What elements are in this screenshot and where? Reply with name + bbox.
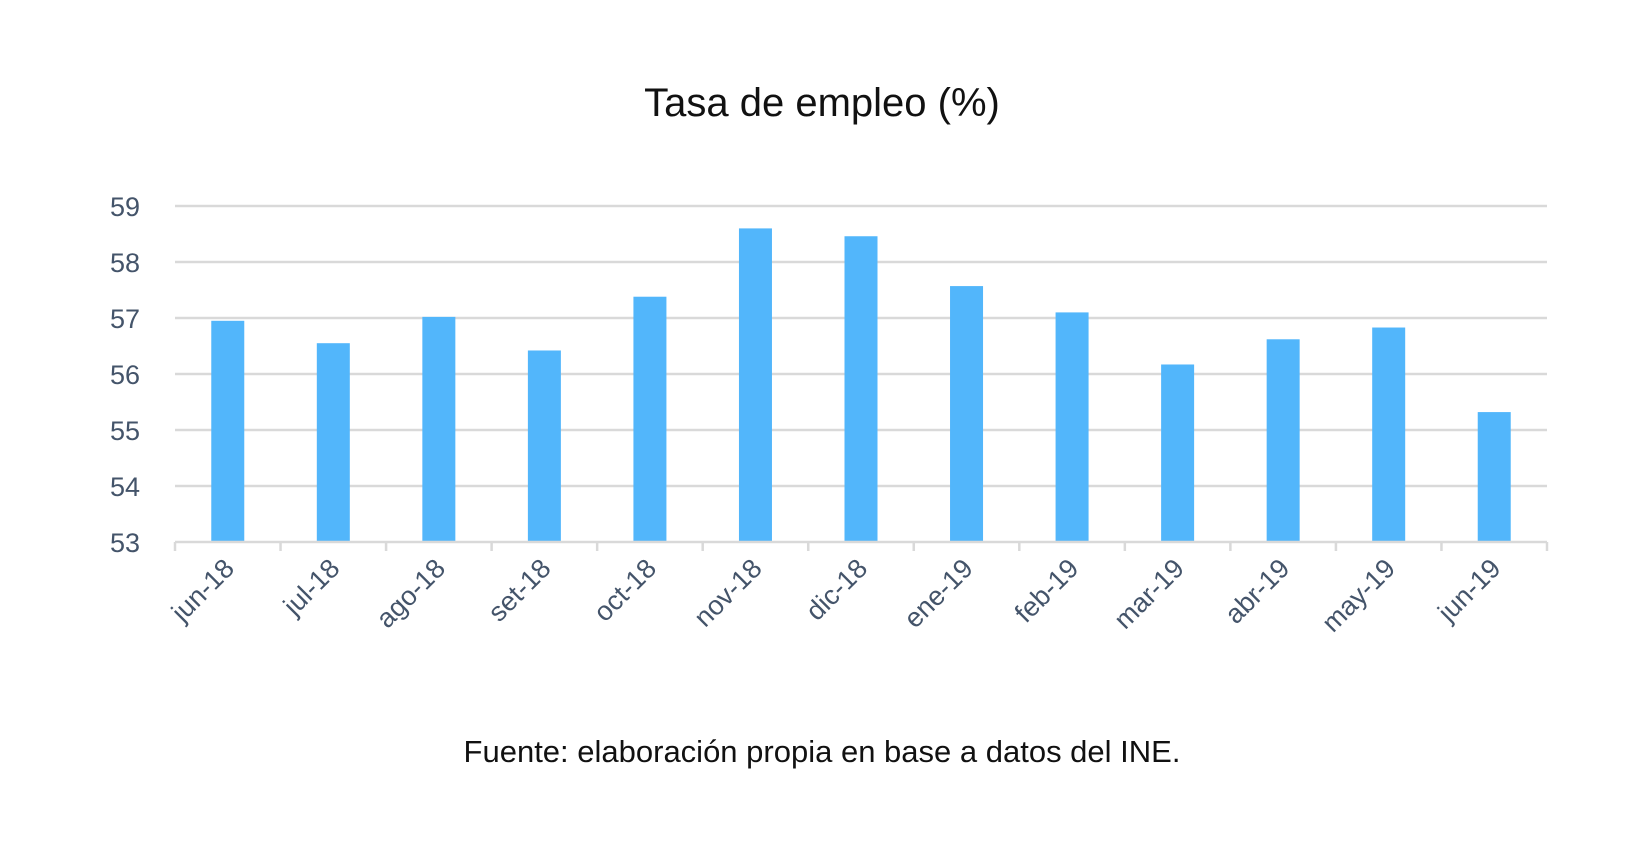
x-axis xyxy=(173,540,1549,551)
y-tick-label: 59 xyxy=(110,192,140,222)
x-tick-label: set-18 xyxy=(482,553,556,627)
bar-mar-19 xyxy=(1161,364,1195,542)
y-tick-label: 56 xyxy=(110,360,140,390)
x-tick-label: abr-19 xyxy=(1219,553,1295,629)
x-axis-tick-labels: jun-18 jul-18 ago-18 set-18 oct-18 nov-18 dic-… xyxy=(165,553,1506,638)
x-tick-label: jun-18 xyxy=(165,553,240,628)
bar-set-18 xyxy=(527,350,561,542)
x-tick-label: dic-18 xyxy=(800,553,873,626)
bar-abr-19 xyxy=(1266,339,1300,542)
bar-jul-18 xyxy=(316,343,350,542)
bar-nov-18 xyxy=(738,228,772,542)
x-tick-label: nov-18 xyxy=(688,553,768,633)
chart-title: Tasa de empleo (%) xyxy=(644,81,1000,125)
bar-oct-18 xyxy=(633,296,667,542)
y-tick-label: 55 xyxy=(110,416,140,446)
y-tick-label: 54 xyxy=(110,472,140,502)
y-tick-label: 57 xyxy=(110,304,140,334)
bar-jun-18 xyxy=(211,320,245,542)
y-tick-label: 53 xyxy=(110,528,140,558)
y-tick-label: 58 xyxy=(110,248,140,278)
bar-ene-19 xyxy=(950,286,984,542)
bar-jun-19 xyxy=(1477,412,1511,542)
x-tick-label: jul-18 xyxy=(277,553,346,622)
x-tick-label: jun-19 xyxy=(1431,553,1506,628)
bar-dic-18 xyxy=(844,236,878,543)
x-tick-label: oct-18 xyxy=(588,553,662,627)
x-tick-label: ago-18 xyxy=(370,553,451,634)
x-tick-label: may-19 xyxy=(1316,553,1401,638)
bar-may-19 xyxy=(1372,327,1406,542)
bar-feb-19 xyxy=(1055,312,1089,542)
source-note: Fuente: elaboración propia en base a dat… xyxy=(464,734,1181,769)
bar-ago-18 xyxy=(422,316,456,542)
bars xyxy=(211,228,1511,543)
x-tick-label: ene-19 xyxy=(898,553,979,634)
x-tick-label: mar-19 xyxy=(1108,553,1190,635)
x-tick-label: feb-19 xyxy=(1009,553,1084,628)
y-axis-tick-labels: 53 54 55 56 57 58 59 xyxy=(110,192,140,558)
